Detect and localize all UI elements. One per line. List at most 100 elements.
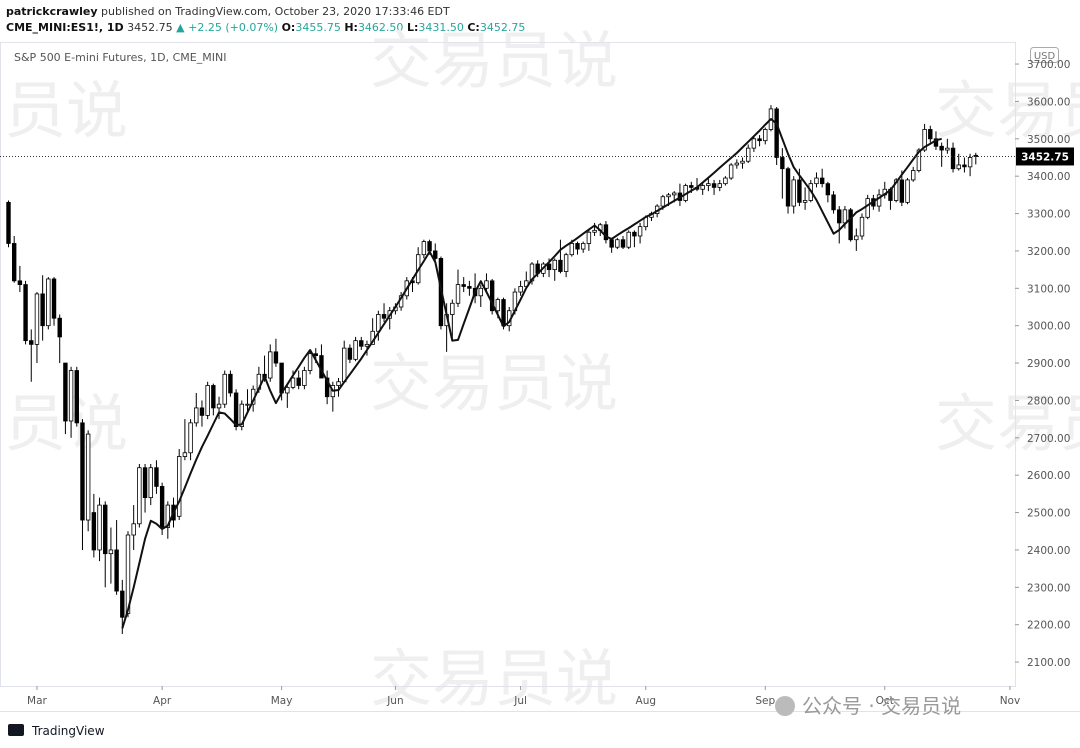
candle-body	[911, 170, 916, 181]
candle-body	[626, 231, 631, 248]
candle-body	[80, 422, 85, 521]
candle-body	[154, 467, 159, 487]
candle-body	[552, 259, 557, 271]
candle-body	[68, 370, 74, 422]
y-tick-label: 2400.00	[1027, 545, 1070, 557]
candle-body	[865, 198, 870, 218]
candle-body	[558, 259, 563, 272]
candle-body	[17, 280, 23, 285]
candle-body	[819, 177, 825, 185]
candle-body	[774, 108, 779, 158]
y-tick-label: 2100.00	[1027, 657, 1070, 669]
price-tag-label: 3452.75	[1021, 151, 1069, 163]
candle-body	[46, 278, 51, 327]
candle-body	[211, 385, 216, 409]
candle-body	[609, 239, 614, 248]
ohlc-value: 3431.50	[418, 21, 464, 34]
candle-body	[324, 377, 330, 398]
candle-body	[302, 370, 307, 386]
candle-body	[660, 196, 666, 207]
y-tick-label: 3200.00	[1027, 246, 1070, 258]
candle-body	[273, 351, 279, 364]
candle-body	[893, 179, 899, 201]
candle-body	[831, 194, 836, 211]
candle-body	[114, 549, 119, 592]
candle-body	[899, 179, 905, 203]
candle-body	[546, 263, 552, 271]
change: ▲ +2.25 (+0.07%)	[176, 21, 279, 34]
y-tick-label: 3100.00	[1027, 283, 1070, 295]
candle-body	[137, 467, 142, 525]
candle-body	[120, 590, 125, 618]
candle-body	[142, 467, 148, 499]
candle-body	[97, 504, 102, 551]
candle-body	[336, 381, 341, 386]
candle-body	[245, 403, 250, 406]
candle-body	[723, 177, 728, 185]
brand-logo	[8, 724, 24, 736]
x-tick-label: May	[271, 695, 293, 707]
candle-body	[364, 343, 370, 347]
candle-body	[6, 201, 11, 244]
candle-body	[922, 129, 927, 151]
candle-body	[876, 194, 882, 207]
candle-body	[34, 293, 40, 345]
candle-body	[489, 280, 495, 312]
candle-body	[381, 314, 387, 319]
candle-body	[131, 523, 136, 536]
candle-body	[199, 407, 205, 416]
candle-body	[427, 241, 432, 252]
candle-body	[854, 235, 859, 241]
candle-body	[780, 157, 785, 170]
candle-body	[461, 284, 466, 287]
candle-body	[563, 254, 569, 272]
candle-body	[148, 467, 153, 499]
candle-body	[23, 284, 28, 342]
y-tick-label: 2600.00	[1027, 470, 1070, 482]
watermark: 交易员说	[935, 387, 1080, 460]
candle-body	[950, 147, 956, 170]
y-tick-label: 2700.00	[1027, 433, 1070, 445]
wechat-overlay: 公众号 · 交易员说	[775, 694, 961, 718]
currency: USD	[1034, 51, 1056, 62]
candle-body	[63, 362, 68, 422]
candle-body	[569, 243, 575, 256]
candle-body	[814, 177, 819, 185]
ohlc-label: L:	[406, 21, 419, 34]
y-tick-label: 3600.00	[1027, 96, 1070, 108]
candle-body	[962, 164, 967, 168]
candle-body	[518, 286, 523, 293]
candle-body	[347, 347, 353, 360]
candle-body	[757, 138, 762, 142]
candle-body	[290, 377, 296, 388]
candle-body	[176, 456, 182, 517]
candle-body	[495, 299, 501, 312]
x-tick-label: Jul	[513, 695, 527, 707]
candle-body	[307, 353, 313, 371]
watermark: 交易员说	[370, 24, 618, 97]
candle-body	[939, 145, 944, 151]
candle-body	[313, 353, 318, 356]
candle-body	[637, 226, 643, 237]
candle-body	[91, 512, 97, 551]
candle-body	[467, 286, 472, 289]
candle-body	[376, 314, 381, 332]
candle-body	[296, 377, 301, 386]
candle-body	[182, 452, 188, 457]
candle-body	[216, 403, 222, 409]
y-tick-label: 2200.00	[1027, 620, 1070, 632]
candle-body	[455, 284, 461, 304]
x-tick-label: Nov	[1000, 695, 1021, 707]
y-tick-label: 3700.00	[1027, 59, 1070, 71]
y-tick-label: 2300.00	[1027, 582, 1070, 594]
candle-body	[592, 229, 597, 233]
candle-body	[450, 302, 455, 315]
candle-body	[285, 386, 290, 394]
brand: TradingView	[8, 724, 105, 738]
candle-body	[159, 486, 165, 528]
watermarks: 交易员说 交易员说 交易员说 交易员说 交易员说 交易员说 交易员说	[0, 24, 1080, 715]
candle-body	[29, 340, 34, 345]
candle-body	[797, 179, 802, 203]
chart-title: S&P 500 E-mini Futures, 1D, CME_MINI	[14, 51, 226, 64]
